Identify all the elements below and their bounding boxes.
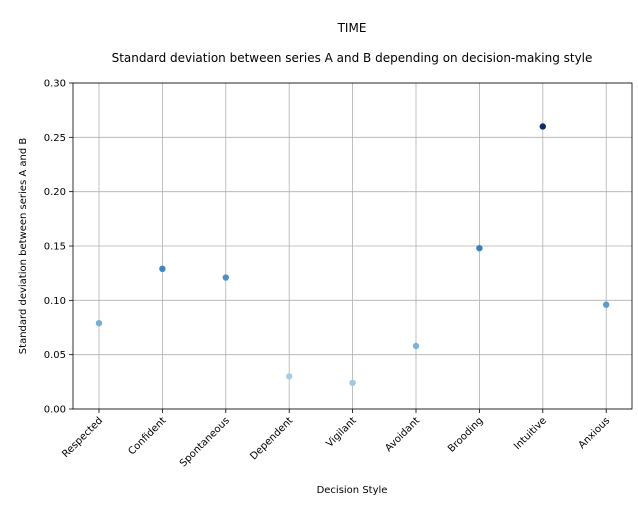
data-point-intuitive [539, 123, 546, 130]
y-axis-label: Standard deviation between series A and … [18, 138, 29, 355]
y-tick-label: 0.05 [44, 350, 66, 361]
y-tick-label: 0.25 [44, 133, 66, 144]
data-point-vigilant [349, 379, 356, 387]
y-tick-label: 0.00 [44, 405, 66, 416]
x-tick-label: Confident [126, 415, 168, 457]
data-point-brooding [476, 244, 483, 252]
x-tick-label: Intuitive [512, 415, 549, 452]
x-tick-label: Dependent [248, 415, 295, 462]
chart-subtitle: Standard deviation between series A and … [112, 51, 593, 65]
data-point-confident [159, 265, 166, 273]
x-tick-label: Respected [60, 415, 105, 460]
data-point-anxious [603, 301, 610, 308]
x-tick-label: Vigilant [324, 415, 358, 449]
y-axis-ticks: 0.00 0.05 0.10 0.15 0.20 0.25 0.30 [44, 79, 73, 416]
data-point-avoidant [412, 342, 420, 350]
y-tick-label: 0.30 [44, 79, 66, 90]
x-axis-ticks: Respected Confident Spontaneous Dependent Vi… [60, 409, 612, 469]
data-point-respected [95, 319, 103, 327]
y-tick-label: 0.15 [44, 242, 66, 253]
data-point-spontaneous [222, 274, 229, 281]
data-point-dependent [286, 373, 293, 380]
x-tick-label: Brooding [446, 415, 485, 454]
x-axis-label: Decision Style [317, 485, 388, 496]
x-tick-label: Spontaneous [178, 415, 232, 469]
x-tick-label: Anxious [577, 415, 613, 451]
y-tick-label: 0.20 [44, 187, 66, 198]
y-tick-label: 0.10 [44, 296, 66, 307]
x-tick-label: Avoidant [383, 415, 422, 454]
data-points [95, 123, 610, 387]
chart-title: TIME [337, 21, 367, 35]
